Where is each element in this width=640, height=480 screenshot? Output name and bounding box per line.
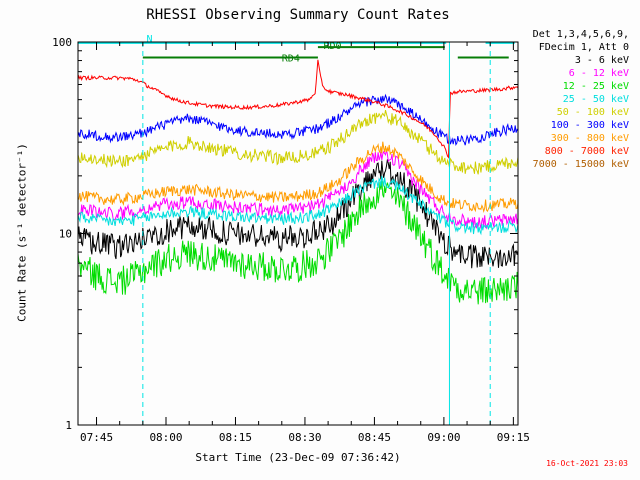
legend-entry: 7000 - 15000 keV <box>532 159 629 170</box>
legend-detectors-line: Det 1,3,4,5,6,9, <box>532 29 629 40</box>
svg-text:07:45: 07:45 <box>80 431 113 444</box>
series-100-300 keV <box>78 93 518 147</box>
legend-entry: 3 - 6 keV <box>574 55 629 66</box>
chart-title: RHESSI Observing Summary Count Rates <box>146 7 450 23</box>
svg-text:09:15: 09:15 <box>497 431 530 444</box>
svg-text:09:00: 09:00 <box>427 431 460 444</box>
svg-text:08:45: 08:45 <box>358 431 391 444</box>
legend-entry: 50 - 100 keV <box>556 107 629 118</box>
flag-label-RD4: RD4 <box>282 53 300 64</box>
series-25-50 keV <box>78 175 518 236</box>
plot-series-group <box>78 42 518 425</box>
svg-text:10: 10 <box>59 228 72 241</box>
legend-entry: 800 - 7000 keV <box>544 146 629 157</box>
legend-entry: 6 - 12 keV <box>568 68 629 79</box>
legend: Det 1,3,4,5,6,9, FDecim 1, Att 0 3 - 6 k… <box>533 28 629 171</box>
legend-entry: 300 - 800 keV <box>550 133 629 144</box>
x-axis-label: Start Time (23-Dec-09 07:36:42) <box>195 451 401 464</box>
legend-entries: 3 - 6 keV 6 - 12 keV 12 - 25 keV 25 - 50 ke… <box>533 54 629 171</box>
svg-text:08:30: 08:30 <box>288 431 321 444</box>
axis-ticks <box>78 41 518 426</box>
flag-label-RD0: RD0 <box>323 41 341 52</box>
creation-timestamp: 16-Oct-2021 23:03 <box>546 459 628 468</box>
svg-text:08:15: 08:15 <box>219 431 252 444</box>
legend-entry: 12 - 25 keV <box>562 81 629 92</box>
svg-text:100: 100 <box>52 36 72 49</box>
series-12-25 keV <box>78 180 518 305</box>
y-axis-label: Count Rate (s⁻¹ detector⁻¹) <box>15 143 29 322</box>
svg-text:1: 1 <box>65 419 72 432</box>
legend-entry: 100 - 300 keV <box>550 120 629 131</box>
svg-text:08:00: 08:00 <box>149 431 182 444</box>
series-300-800 keV <box>78 141 518 214</box>
legend-config-line: FDecim 1, Att 0 <box>538 42 629 53</box>
axis-tick-labels: 07:45 08:00 08:15 08:30 08:45 09:00 09:15 1 10 10… <box>52 36 530 444</box>
series-3-6 keV <box>78 159 518 269</box>
series-800-7000 keV <box>78 59 518 159</box>
legend-entry: 25 - 50 keV <box>562 94 629 105</box>
series-50-100 keV <box>78 109 518 175</box>
flag-label-N: N <box>147 34 153 45</box>
